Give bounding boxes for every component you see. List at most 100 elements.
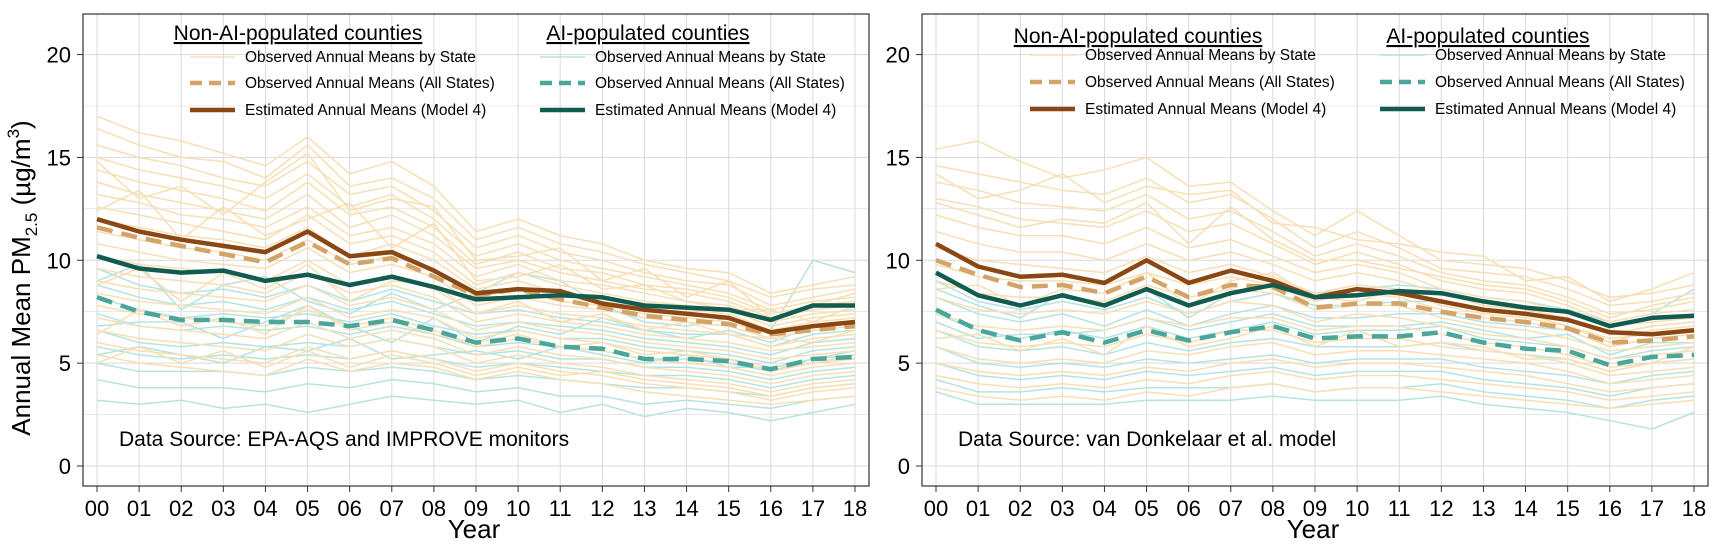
- ai-state-line: [96, 395, 856, 422]
- x-axis-title-right: Year: [1287, 514, 1340, 544]
- y-tick-label: 20: [886, 43, 910, 68]
- x-tick-label: 01: [127, 496, 151, 521]
- x-tick-label: 04: [253, 496, 277, 521]
- y-axis-title: Annual Mean PM2.5 (µg/m3): [4, 120, 41, 435]
- x-tick-label: 17: [1640, 496, 1664, 521]
- nonai-state-line: [96, 193, 856, 323]
- x-tick-label: 00: [924, 496, 948, 521]
- legend-label: Observed Annual Means (All States): [1435, 74, 1685, 91]
- legend-label: Observed Annual Means (All States): [245, 75, 495, 92]
- nonai-state-line: [96, 152, 856, 319]
- legend-label: Observed Annual Means by State: [245, 49, 476, 66]
- nonai-state-line: [96, 317, 856, 385]
- legend-label: Observed Annual Means by State: [1085, 47, 1316, 64]
- legend-label: Estimated Annual Means (Model 4): [1085, 101, 1326, 118]
- nonai-state-line: [935, 296, 1695, 360]
- legend-label: Estimated Annual Means (Model 4): [245, 102, 486, 119]
- x-tick-label: 09: [464, 496, 488, 521]
- legend-label: Observed Annual Means by State: [1435, 47, 1666, 64]
- x-tick-label: 04: [1092, 496, 1116, 521]
- y-tick-label: 0: [59, 454, 71, 479]
- series-lines: [934, 241, 1695, 368]
- ai-state-line: [935, 362, 1695, 397]
- nonai-state-line: [96, 354, 856, 406]
- legend-label: Estimated Annual Means (Model 4): [1435, 101, 1676, 118]
- x-tick-label: 13: [1471, 496, 1495, 521]
- nonai-state-line: [96, 156, 856, 311]
- x-tick-label: 02: [169, 496, 193, 521]
- legend-label: Observed Annual Means (All States): [595, 75, 845, 92]
- x-tick-label: 13: [632, 496, 656, 521]
- y-tick-label: 5: [898, 351, 910, 376]
- x-tick-label: 10: [506, 496, 530, 521]
- x-tick-label: 09: [1303, 496, 1327, 521]
- nonai-state-line: [935, 197, 1695, 323]
- ai-all-states-line: [96, 295, 856, 372]
- x-tick-label: 14: [674, 496, 698, 521]
- nonai-state-line: [96, 329, 856, 393]
- x-axis-title-left: Year: [448, 514, 501, 544]
- legend-title-nonai: Non-AI-populated counties: [1014, 25, 1263, 48]
- nonai-state-line: [935, 201, 1695, 319]
- ai-state-line: [96, 296, 856, 364]
- x-tick-label: 00: [85, 496, 109, 521]
- nonai-state-line: [96, 115, 856, 294]
- nonai-state-line: [96, 218, 856, 331]
- nonai-state-line: [96, 169, 856, 315]
- ticks: 00 01 02 03 04 05 06 07 08 09 10 11 12 13 14 15 16 17 1805…: [886, 43, 1707, 521]
- x-tick-label: 05: [295, 496, 319, 521]
- ai-state-line: [935, 346, 1695, 385]
- x-tick-label: 15: [1555, 496, 1579, 521]
- x-tick-label: 03: [211, 496, 235, 521]
- legend-title-nonai: Non-AI-populated counties: [174, 22, 423, 45]
- ticks: 00 01 02 03 04 05 06 07 08 09 10 11 12 13 14 15 16 17 1805…: [47, 43, 868, 521]
- x-tick-label: 05: [1134, 496, 1158, 521]
- x-tick-label: 08: [422, 496, 446, 521]
- x-tick-label: 16: [1598, 496, 1622, 521]
- legend-label: Observed Annual Means by State: [595, 49, 826, 66]
- x-tick-label: 14: [1513, 496, 1537, 521]
- y-tick-label: 15: [47, 145, 71, 170]
- series-lines: [96, 216, 856, 372]
- nonai-state-line: [935, 313, 1695, 369]
- x-tick-label: 03: [1050, 496, 1074, 521]
- legend-label: Observed Annual Means (All States): [1085, 74, 1335, 91]
- legend: Non-AI-populated counties Observed Annual…: [174, 22, 845, 119]
- nonai-state-line: [935, 329, 1695, 377]
- legend-label: Estimated Annual Means (Model 4): [595, 102, 836, 119]
- x-tick-label: 18: [843, 496, 867, 521]
- panel-right: 00 01 02 03 04 05 06 07 08 09 10 11 12 13 14 15 16 17 1805…: [886, 13, 1709, 521]
- x-tick-label: 18: [1682, 496, 1706, 521]
- data-source-text: Data Source: EPA-AQS and IMPROVE monitor…: [119, 428, 569, 451]
- nonai-state-line: [935, 358, 1695, 393]
- nonai-state-line: [96, 267, 856, 352]
- x-tick-label: 02: [1008, 496, 1032, 521]
- x-tick-label: 07: [380, 496, 404, 521]
- ai-state-line: [96, 345, 856, 389]
- x-tick-label: 06: [337, 496, 361, 521]
- x-tick-label: 12: [590, 496, 614, 521]
- nonai-state-line: [96, 341, 856, 401]
- nonai-state-line: [96, 280, 856, 360]
- y-tick-label: 15: [886, 145, 910, 170]
- panel-left: 00 01 02 03 04 05 06 07 08 09 10 11 12 13 14 15 16 17 1805…: [47, 13, 870, 521]
- nonai-state-line: [935, 164, 1695, 307]
- grid: [922, 14, 1708, 486]
- y-tick-label: 0: [898, 454, 910, 479]
- x-tick-label: 11: [1388, 496, 1411, 521]
- nonai-state-line: [96, 144, 856, 307]
- y-tick-label: 10: [47, 248, 71, 273]
- nonai-state-line: [935, 173, 1695, 303]
- x-tick-label: 08: [1261, 496, 1285, 521]
- legend-title-ai: AI-populated counties: [1386, 25, 1589, 48]
- ai-all-states-line: [935, 307, 1695, 368]
- ai-state-line: [96, 378, 856, 410]
- nonai-state-line: [935, 382, 1695, 410]
- x-tick-label: 06: [1176, 496, 1200, 521]
- nonai-model-line: [96, 216, 856, 335]
- nonai-state-line: [935, 140, 1695, 299]
- x-tick-label: 17: [801, 496, 825, 521]
- x-tick-label: 10: [1345, 496, 1369, 521]
